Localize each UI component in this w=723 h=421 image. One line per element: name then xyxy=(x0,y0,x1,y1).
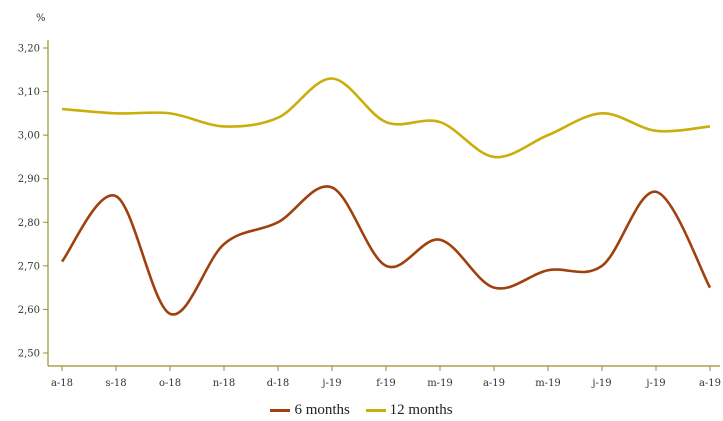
series-line-6-months xyxy=(60,185,712,316)
y-tick-label: 2,60 xyxy=(18,305,40,316)
y-tick-label: 2,80 xyxy=(18,218,40,229)
series-line-12-months xyxy=(61,77,711,159)
y-ticks: 2,50 2,60 2,70 2,80 2,90 3,00 3,10 3,20 xyxy=(18,44,48,360)
series-lines xyxy=(60,77,712,316)
x-tick-label: f-19 xyxy=(376,378,395,389)
x-tick-label: j-19 xyxy=(591,378,611,389)
legend: 6 months 12 months xyxy=(0,400,723,419)
y-tick-label: 3,20 xyxy=(18,44,40,55)
legend-label-12-months: 12 months xyxy=(389,402,453,418)
x-tick-label: o-18 xyxy=(159,378,181,389)
x-tick-label: m-19 xyxy=(427,378,453,389)
x-tick-label: m-19 xyxy=(535,378,561,389)
y-tick-label: 3,00 xyxy=(18,131,40,142)
x-tick-label: a-18 xyxy=(51,378,73,389)
legend-swatch-12-months xyxy=(365,409,386,412)
y-unit-label: % xyxy=(36,13,46,24)
x-tick-label: a-19 xyxy=(483,378,505,389)
x-tick-label: j-19 xyxy=(321,378,341,389)
y-tick-label: 2,50 xyxy=(18,349,40,360)
legend-item-12-months: 12 months xyxy=(365,402,453,419)
x-tick-label: n-18 xyxy=(213,378,236,389)
legend-swatch-6-months xyxy=(270,409,291,412)
x-ticks: a-18 s-18 o-18 n-18 d-18 j-19 f-19 m-19 a-19 m-19… xyxy=(51,366,721,389)
x-tick-label: j-19 xyxy=(645,378,665,389)
x-tick-label: d-18 xyxy=(267,378,290,389)
legend-item-6-months: 6 months xyxy=(270,402,350,419)
y-tick-label: 2,70 xyxy=(18,261,40,272)
y-tick-label: 2,90 xyxy=(18,174,40,185)
x-tick-label: s-18 xyxy=(105,378,126,389)
legend-label-6-months: 6 months xyxy=(294,402,350,418)
x-tick-label: a-19 xyxy=(699,378,721,389)
y-tick-label: 3,10 xyxy=(18,87,40,98)
